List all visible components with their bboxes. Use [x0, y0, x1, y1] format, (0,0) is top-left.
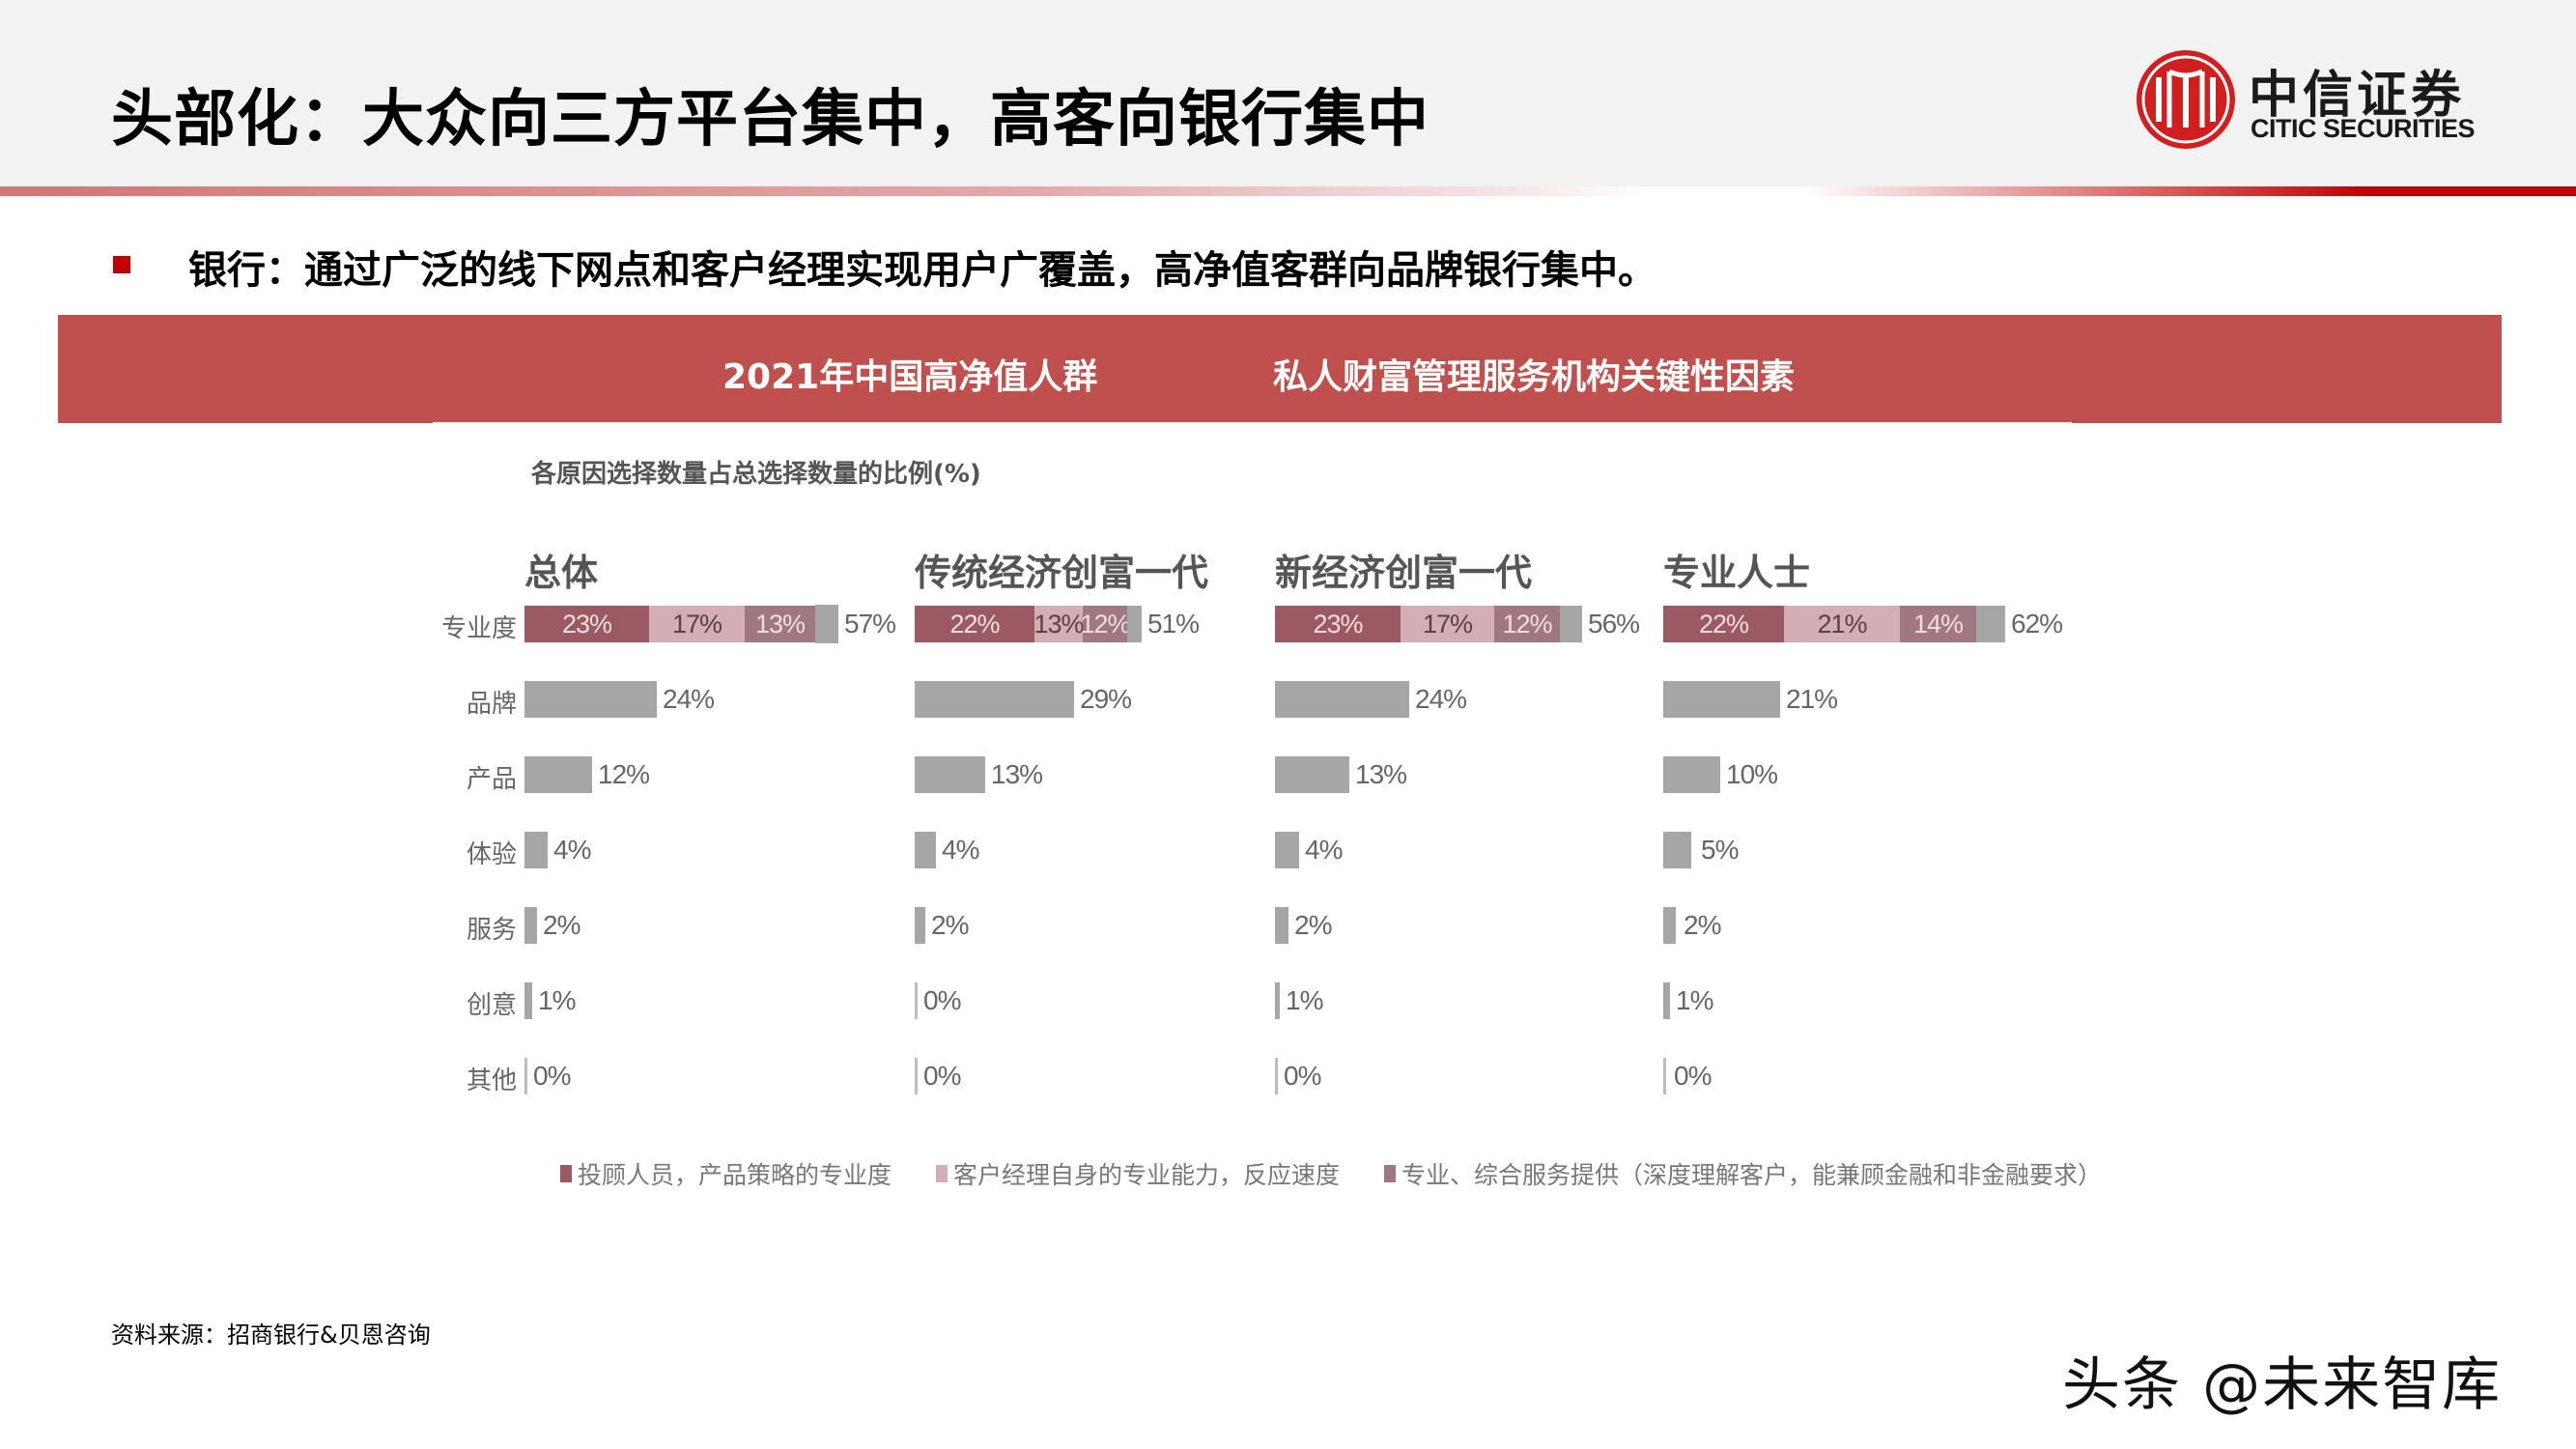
- legend-item-service: 专业、综合服务提供（深度理解客户，能兼顾金融和非金融要求）: [1384, 1156, 2102, 1191]
- header-divider: [0, 186, 2576, 196]
- band-title-right: 私人财富管理服务机构关键性因素: [1273, 357, 1796, 397]
- bar-new-economy-service: 2%: [1275, 907, 1332, 944]
- segment-service: 12%: [1494, 606, 1560, 642]
- segment-manager: 13%: [1033, 606, 1085, 642]
- bar-new-economy-brand: 24%: [1275, 681, 1467, 718]
- segment-remainder: [1127, 606, 1142, 642]
- group-title-new-economy: 新经济创富一代: [1275, 552, 1533, 594]
- citic-logo-icon: [2137, 50, 2235, 149]
- segment-service: 14%: [1900, 606, 1976, 642]
- legend-swatch-icon: [560, 1165, 572, 1182]
- watermark: 头条 @未来智库: [2062, 1351, 2503, 1419]
- bar-new-economy-product: 13%: [1275, 756, 1407, 793]
- bar-professionals-experience: 5%: [1663, 832, 1739, 868]
- page-title: 头部化：大众向三方平台集中，高客向银行集中: [111, 84, 1430, 156]
- segment-service: 12%: [1080, 606, 1131, 642]
- chart-title-band: [58, 315, 2502, 423]
- segment-manager: 17%: [649, 606, 745, 642]
- stack-total: 62%: [2011, 609, 2063, 639]
- segment-manager: 17%: [1401, 606, 1494, 642]
- legend-item-advisor: 投顾人员，产品策略的专业度: [560, 1156, 892, 1191]
- row-label-experience: 体验: [466, 840, 517, 869]
- bar-traditional-brand: 29%: [915, 681, 1132, 718]
- bullet-text: 银行：通过广泛的线下网点和客户经理实现用户广覆盖，高净值客群向品牌银行集中。: [188, 248, 1656, 293]
- bar-overall-experience: 4%: [524, 832, 591, 868]
- stack-total: 57%: [844, 609, 896, 639]
- stacked-bar-professionals: 22% 21% 14% 62%: [1663, 606, 2063, 642]
- stacked-bar-new-economy: 23% 17% 12% 56%: [1275, 606, 1640, 642]
- stack-total: 56%: [1588, 609, 1640, 639]
- row-label-other: 其他: [466, 1066, 517, 1095]
- bar-professionals-brand: 21%: [1663, 681, 1838, 718]
- legend-swatch-icon: [1384, 1165, 1397, 1182]
- bar-overall-service: 2%: [524, 907, 580, 944]
- bar-traditional-experience: 4%: [915, 832, 979, 868]
- bar-professionals-creativity: 1%: [1663, 982, 1713, 1019]
- chart-legend: 投顾人员，产品策略的专业度 客户经理自身的专业能力，反应速度 专业、综合服务提供…: [560, 1156, 2146, 1191]
- row-label-product: 产品: [466, 765, 517, 794]
- stacked-bar-overall: 23% 17% 13% 57%: [524, 605, 896, 643]
- bar-overall-brand: 24%: [524, 681, 715, 718]
- bar-new-economy-experience: 4%: [1275, 832, 1343, 868]
- bar-professionals-other: 0%: [1663, 1058, 1712, 1094]
- bullet-square-icon: [113, 256, 130, 273]
- bar-overall-product: 12%: [524, 756, 650, 793]
- bar-overall-other: 0%: [524, 1058, 571, 1094]
- group-title-professionals: 专业人士: [1663, 552, 1811, 594]
- row-label-service: 服务: [466, 916, 517, 945]
- stack-total: 51%: [1147, 609, 1200, 639]
- row-label-creativity: 创意: [466, 991, 517, 1020]
- bar-traditional-product: 13%: [915, 756, 1043, 793]
- group-title-traditional: 传统经济创富一代: [915, 552, 1209, 594]
- bar-traditional-creativity: 0%: [915, 982, 961, 1019]
- chart-subtitle: 各原因选择数量占总选择数量的比例(%): [531, 460, 981, 489]
- segment-advisor: 23%: [1275, 606, 1401, 642]
- bar-overall-creativity: 1%: [524, 982, 576, 1019]
- legend-swatch-icon: [936, 1165, 948, 1182]
- segment-remainder: [1560, 606, 1582, 642]
- citic-logo: 中信证券 CITIC SECURITIES: [2137, 48, 2504, 155]
- logo-english-text: CITIC SECURITIES: [2250, 114, 2476, 143]
- bar-professionals-service: 2%: [1663, 907, 1721, 944]
- bar-professionals-product: 10%: [1663, 756, 1778, 793]
- source-note: 资料来源：招商银行&贝恩咨询: [111, 1321, 431, 1349]
- bar-traditional-service: 2%: [915, 907, 969, 944]
- row-label-professional: 专业度: [440, 614, 517, 643]
- segment-advisor: 22%: [1663, 606, 1784, 642]
- bar-new-economy-creativity: 1%: [1275, 982, 1323, 1019]
- row-label-brand: 品牌: [466, 690, 517, 719]
- segment-remainder: [1976, 606, 2005, 642]
- segment-manager: 21%: [1784, 606, 1900, 642]
- stacked-bar-traditional: 22% 13% 12% 51%: [915, 606, 1200, 642]
- segment-remainder: [815, 605, 838, 643]
- segment-service: 13%: [745, 606, 815, 642]
- bar-traditional-other: 0%: [915, 1058, 961, 1094]
- chart-area: [433, 422, 2072, 1224]
- band-title-left: 2021年中国高净值人群: [722, 357, 1098, 397]
- segment-advisor: 23%: [524, 606, 649, 642]
- bar-new-economy-other: 0%: [1275, 1058, 1321, 1094]
- legend-item-manager: 客户经理自身的专业能力，反应速度: [936, 1156, 1340, 1191]
- segment-advisor: 22%: [915, 606, 1034, 642]
- group-title-overall: 总体: [524, 552, 599, 594]
- logo-chinese-text: 中信证券: [2249, 66, 2466, 125]
